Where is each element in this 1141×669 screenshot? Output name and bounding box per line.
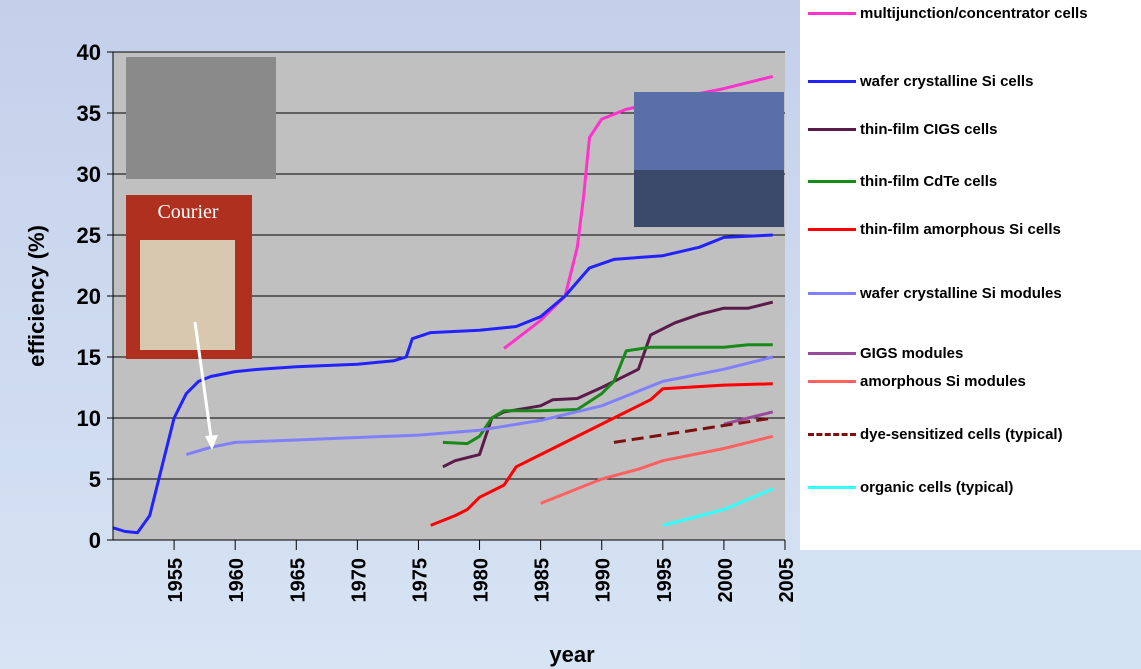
x-tick-label: 1965 [287, 558, 309, 603]
y-tick-label: 15 [77, 345, 101, 370]
series-line [442, 343, 773, 446]
legend-label: GIGS modules [860, 345, 964, 362]
legend-label: thin-film amorphous Si cells [860, 221, 1061, 238]
y-tick-label: 10 [77, 406, 101, 431]
legend-swatch [808, 180, 856, 183]
series-line [662, 487, 774, 527]
legend-swatch [808, 433, 856, 436]
series-line [723, 410, 774, 426]
series-line [185, 355, 774, 457]
y-tick-label: 35 [77, 101, 101, 126]
y-tick-label: 25 [77, 223, 101, 248]
legend-label: thin-film CdTe cells [860, 173, 998, 190]
legend-label: multijunction/concentrator cells [860, 5, 1088, 22]
x-tick-label: 1995 [654, 558, 676, 603]
legend-label: thin-film CIGS cells [860, 121, 998, 138]
legend-label: wafer crystalline Si modules [860, 285, 1062, 302]
legend-label: organic cells (typical) [860, 479, 1014, 496]
y-tick-label: 30 [77, 162, 101, 187]
x-axis-label: year [549, 642, 595, 667]
x-tick-label: 1970 [348, 558, 370, 603]
chart: Courier efficiency (%) year 0 5 10 15 20 25 30… [0, 0, 800, 669]
legend: multijunction/concentrator cells wafer cr… [800, 0, 1141, 550]
x-tick-label: 1985 [532, 558, 554, 603]
legend-label: dye-sensitized cells (typical) [860, 426, 1063, 443]
y-tick-label: 20 [77, 284, 101, 309]
legend-label: wafer crystalline Si cells [860, 73, 1034, 90]
x-tick-label: 2005 [776, 558, 798, 603]
legend-swatch [808, 228, 856, 231]
series-line [430, 382, 773, 527]
y-tick-label: 40 [77, 40, 101, 65]
series-line [112, 233, 773, 535]
series-line [540, 434, 774, 505]
legend-swatch [808, 292, 856, 295]
legend-swatch [808, 486, 856, 489]
x-tick-label: 1975 [409, 558, 431, 603]
x-tick-label: 1990 [593, 558, 615, 603]
x-tick-label: 2000 [715, 558, 737, 603]
legend-swatch [808, 12, 856, 15]
y-axis-label: efficiency (%) [24, 225, 49, 367]
legend-swatch [808, 128, 856, 131]
magazine-photo [140, 240, 235, 350]
x-tick-label: 1960 [226, 558, 248, 603]
series-line [613, 416, 774, 444]
legend-swatch [808, 80, 856, 83]
magazine-title: Courier [157, 201, 218, 223]
legend-swatch [808, 352, 856, 355]
arrow [193, 321, 214, 446]
y-tick-label: 5 [89, 467, 101, 492]
y-tick-label: 0 [89, 528, 101, 553]
photo-panels [634, 170, 784, 227]
legend-label: amorphous Si modules [860, 373, 1026, 390]
legend-swatch [808, 380, 856, 383]
arrow-head [205, 435, 218, 450]
x-tick-label: 1980 [471, 558, 493, 603]
photo-inset [126, 57, 276, 179]
x-tick-label: 1955 [165, 558, 187, 603]
